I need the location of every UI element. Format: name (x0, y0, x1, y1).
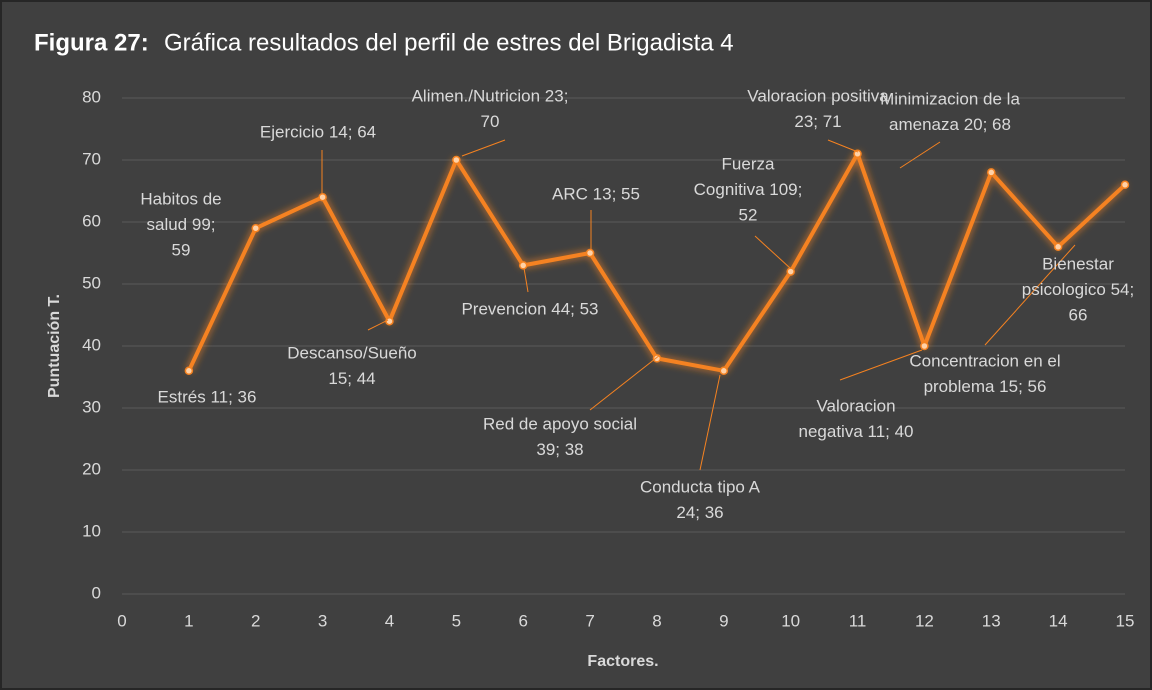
y-tick-label: 50 (82, 273, 101, 292)
data-label: 66 (1069, 305, 1088, 324)
data-label: Cognitiva 109; (694, 180, 803, 199)
data-point (318, 192, 327, 202)
y-tick-label: 0 (92, 583, 101, 602)
data-point (184, 366, 194, 376)
data-label: 39; 38 (536, 440, 583, 459)
data-point (786, 267, 795, 276)
x-tick-label: 10 (781, 611, 800, 630)
x-axis-label: Factores. (587, 653, 658, 670)
y-tick-label: 60 (82, 211, 101, 230)
x-tick-label: 15 (1116, 611, 1135, 630)
figure-label: Figura 27: (34, 29, 149, 56)
leader-line (523, 267, 529, 293)
data-point (1053, 242, 1063, 252)
data-label: salud 99; (147, 215, 216, 234)
data-label: Prevencion 44; 53 (461, 299, 598, 318)
data-point (719, 366, 729, 376)
data-label: Estrés 11; 36 (158, 387, 257, 406)
data-label: negativa 11; 40 (799, 422, 914, 441)
data-point (385, 316, 394, 326)
leader-line (827, 139, 859, 153)
x-tick-label: 3 (318, 611, 327, 630)
x-tick-label: 12 (915, 611, 934, 630)
data-label: Habitos de (140, 189, 221, 208)
x-tick-label: 6 (518, 611, 527, 630)
data-point (452, 155, 461, 165)
data-label: Valoracion positiva (747, 86, 889, 105)
data-label: 70 (481, 112, 500, 131)
data-label: ARC 13; 55 (552, 184, 640, 203)
data-label: Valoracion (816, 396, 895, 415)
data-label: problema 15; 56 (924, 377, 1047, 396)
x-tick-label: 11 (849, 611, 867, 630)
data-label: Bienestar (1042, 254, 1114, 273)
data-point (518, 261, 528, 270)
data-label: Minimizacion de la (880, 89, 1020, 108)
data-label: 24; 36 (676, 503, 723, 522)
data-label: Ejercicio 14; 64 (260, 122, 376, 141)
y-tick-label: 10 (82, 521, 101, 540)
leader-line (367, 319, 389, 331)
data-label: Alimen./Nutricion 23; (412, 86, 569, 105)
leader-line (699, 374, 721, 471)
y-tick-label: 30 (82, 397, 101, 416)
data-label: Descanso/Sueño (287, 343, 416, 362)
data-point (1120, 180, 1130, 190)
data-label: 59 (172, 240, 191, 259)
data-label: Concentracion en el (909, 351, 1060, 370)
leader-line (754, 235, 791, 269)
data-point (920, 341, 929, 351)
data-label: Red de apoyo social (483, 414, 637, 433)
data-label: amenaza 20; 68 (889, 115, 1011, 134)
chart-title: Gráfica resultados del perfil de estres … (164, 29, 734, 56)
x-tick-label: 14 (1049, 611, 1068, 630)
data-point (585, 248, 595, 258)
y-axis-label: Puntuación T. (46, 294, 63, 398)
x-tick-label: 5 (452, 611, 461, 630)
data-label: Fuerza (722, 154, 775, 173)
x-tick-label: 0 (117, 611, 126, 630)
leader-line (984, 244, 1076, 346)
data-label: psicologico 54; (1022, 280, 1134, 299)
leader-line (461, 139, 506, 157)
leader-line (839, 349, 923, 381)
x-tick-label: 1 (184, 611, 193, 630)
data-label: 15; 44 (328, 369, 375, 388)
y-tick-label: 80 (82, 87, 101, 106)
data-point (853, 149, 862, 159)
y-tick-label: 40 (82, 335, 101, 354)
x-tick-label: 4 (385, 611, 394, 630)
leader-line (589, 354, 661, 411)
x-tick-label: 13 (982, 611, 1001, 630)
y-tick-label: 70 (82, 149, 101, 168)
data-label: 52 (739, 205, 758, 224)
x-tick-label: 8 (652, 611, 661, 630)
x-tick-label: 2 (251, 611, 260, 630)
data-point (251, 223, 260, 233)
y-tick-label: 20 (82, 459, 101, 478)
x-tick-label: 7 (585, 611, 594, 630)
data-label: Conducta tipo A (640, 477, 761, 496)
x-tick-label: 9 (719, 611, 728, 630)
data-label: 23; 71 (794, 112, 841, 131)
data-point (987, 168, 996, 177)
leader-line (899, 141, 941, 169)
